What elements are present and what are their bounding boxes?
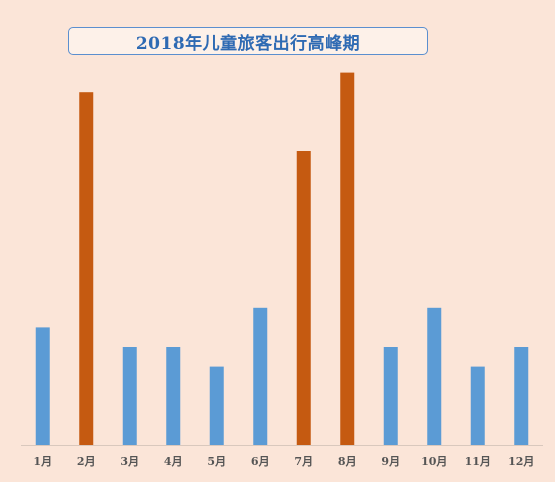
bar-7: [296, 151, 311, 445]
bar-3: [122, 347, 137, 445]
x-tick-label-7: 7月: [294, 455, 313, 468]
chart-title-box: 2018年儿童旅客出行高峰期: [68, 27, 428, 55]
bar-8: [340, 72, 355, 445]
bar-6: [253, 307, 268, 445]
bars-group: [35, 72, 529, 445]
bar-12: [514, 347, 529, 445]
x-tick-label-9: 9月: [381, 455, 400, 468]
x-tick-label-12: 12月: [508, 455, 534, 468]
bar-10: [427, 307, 442, 445]
x-tick-label-4: 4月: [164, 455, 183, 468]
x-tick-label-5: 5月: [207, 455, 226, 468]
x-tick-label-11: 11月: [465, 455, 491, 468]
bar-2: [79, 92, 94, 445]
bar-11: [470, 366, 485, 445]
x-tick-label-1: 1月: [33, 455, 52, 468]
x-tick-label-6: 6月: [251, 455, 270, 468]
bar-1: [35, 327, 50, 445]
tick-labels-group: 1月 2月 3月 4月 5月 6月 7月 8月 9月 10月 11月 12月: [33, 455, 534, 468]
x-tick-label-10: 10月: [421, 455, 447, 468]
bar-5: [209, 366, 224, 445]
x-tick-label-8: 8月: [338, 455, 357, 468]
bar-9: [383, 347, 398, 445]
chart-title: 2018年儿童旅客出行高峰期: [135, 33, 361, 54]
bar-4: [166, 347, 181, 445]
x-tick-label-2: 2月: [77, 455, 96, 468]
x-tick-label-3: 3月: [120, 455, 139, 468]
